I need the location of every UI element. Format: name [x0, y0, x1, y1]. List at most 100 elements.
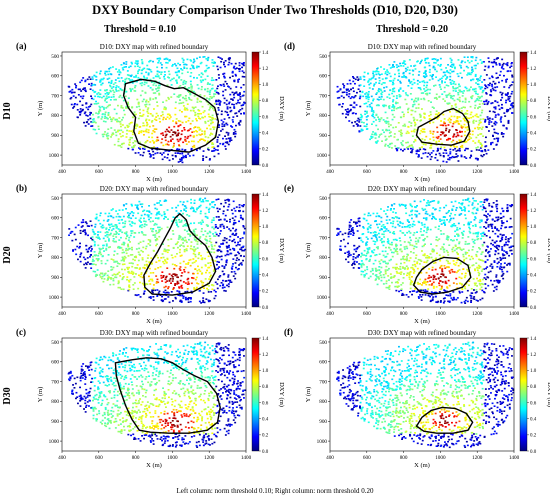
dxy-point: [181, 203, 184, 206]
dxy-point: [116, 415, 119, 417]
dxy-point: [429, 74, 432, 77]
dxy-point: [117, 144, 120, 147]
dxy-point: [92, 263, 95, 265]
dxy-point: [142, 395, 144, 397]
dxy-point: [154, 236, 157, 238]
dxy-point: [224, 89, 227, 91]
dxy-point: [226, 347, 229, 349]
dxy-point: [147, 150, 150, 152]
dxy-point: [165, 133, 168, 136]
dxy-point: [173, 93, 176, 95]
dxy-point: [189, 75, 192, 78]
dxy-point: [173, 131, 176, 133]
dxy-point: [155, 139, 158, 141]
dxy-point: [210, 132, 212, 135]
dxy-point: [115, 227, 118, 229]
dxy-point: [449, 65, 452, 67]
dxy-point: [123, 378, 126, 381]
dxy-point: [186, 87, 189, 90]
dxy-point: [148, 103, 151, 106]
dxy-point: [102, 244, 104, 247]
dxy-point: [241, 66, 243, 69]
dxy-point: [97, 388, 100, 391]
dxy-point: [235, 394, 238, 396]
dxy-point: [212, 270, 215, 272]
dxy-point: [178, 368, 180, 371]
dxy-point: [71, 392, 73, 395]
dxy-point: [93, 254, 96, 256]
panel-d: D10: DXY map with refined boundary(d)400…: [284, 41, 550, 183]
dxy-point: [211, 142, 214, 144]
dxy-point: [109, 116, 111, 118]
dxy-point: [133, 363, 135, 366]
dxy-point: [228, 406, 231, 409]
dxy-point: [169, 344, 172, 347]
dxy-point: [199, 134, 202, 136]
dxy-point: [193, 67, 195, 70]
dxy-point: [154, 289, 157, 292]
dxy-point: [105, 227, 108, 229]
dxy-point: [449, 78, 452, 81]
dxy-point: [359, 125, 362, 127]
dxy-point: [186, 129, 189, 132]
dxy-point: [186, 389, 189, 391]
dxy-point: [460, 124, 463, 127]
dxy-point: [180, 221, 183, 223]
dxy-point: [116, 404, 118, 407]
dxy-point: [414, 64, 417, 67]
dxy-point: [135, 256, 138, 259]
dxy-point: [421, 59, 423, 62]
dxy-point: [208, 379, 211, 381]
dxy-point: [353, 96, 356, 98]
dxy-point: [118, 96, 121, 98]
dxy-point: [133, 236, 136, 238]
dxy-point: [117, 120, 119, 123]
dxy-point: [208, 159, 211, 161]
dxy-point: [470, 111, 473, 114]
dxy-point: [469, 133, 471, 135]
dxy-point: [175, 121, 177, 123]
dxy-point: [343, 91, 346, 93]
dxy-point: [166, 280, 169, 282]
dxy-point: [461, 76, 463, 79]
dxy-point: [240, 246, 243, 249]
dxy-point: [140, 422, 143, 424]
dxy-point: [199, 79, 202, 82]
dxy-point: [121, 268, 123, 271]
dxy-point: [386, 69, 389, 71]
dxy-point: [240, 406, 243, 409]
dxy-point: [234, 375, 236, 378]
dxy-point: [149, 220, 152, 223]
dxy-point: [507, 122, 510, 124]
dxy-point: [188, 441, 191, 443]
dxy-point: [119, 133, 122, 135]
dxy-point: [479, 96, 482, 98]
dxy-point: [149, 364, 152, 367]
dxy-point: [208, 413, 211, 415]
dxy-point: [178, 102, 181, 105]
dxy-point: [86, 257, 89, 259]
dxy-point: [182, 242, 184, 244]
dxy-point: [157, 415, 160, 418]
dxy-point: [91, 125, 94, 127]
dxy-point: [71, 239, 74, 242]
dxy-point: [468, 73, 471, 76]
dxy-point: [138, 147, 140, 149]
dxy-point: [172, 288, 175, 290]
dxy-point: [397, 147, 399, 149]
dxy-point: [230, 98, 233, 100]
dxy-point: [446, 94, 449, 97]
dxy-point: [136, 204, 139, 206]
dxy-point: [165, 393, 167, 395]
dxy-point: [86, 367, 89, 369]
dxy-point: [224, 65, 226, 68]
dxy-point: [183, 209, 186, 211]
dxy-point: [156, 90, 159, 92]
dxy-point: [126, 356, 129, 358]
dxy-point: [71, 389, 74, 392]
dxy-point: [225, 259, 228, 261]
dxy-point: [111, 132, 114, 135]
dxy-point: [207, 136, 210, 139]
dxy-point: [108, 81, 110, 84]
dxy-point: [480, 133, 483, 135]
